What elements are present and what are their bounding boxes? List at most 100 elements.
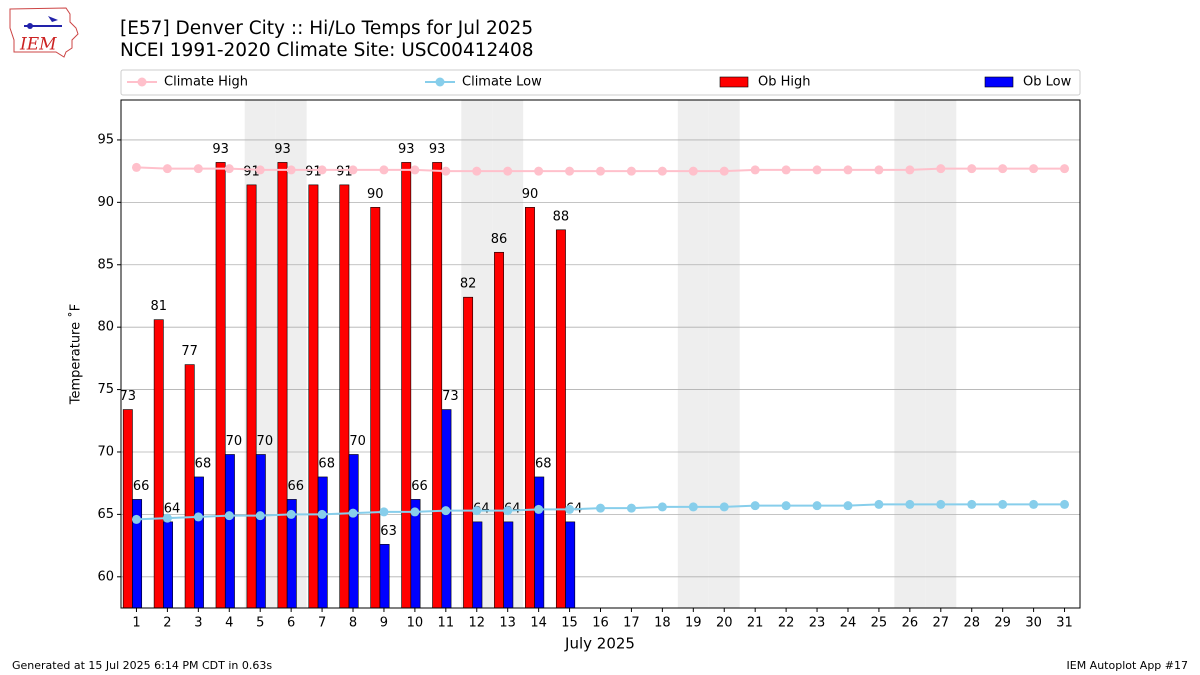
bar bbox=[348, 454, 359, 609]
bar-value-label: 82 bbox=[460, 277, 477, 292]
x-tick-label: 8 bbox=[349, 616, 357, 631]
line-point bbox=[410, 165, 420, 175]
x-tick-label: 19 bbox=[685, 616, 702, 631]
y-tick-label: 70 bbox=[97, 444, 114, 459]
y-tick-label: 85 bbox=[97, 257, 114, 272]
line-point bbox=[565, 504, 575, 514]
line-point bbox=[317, 165, 327, 175]
x-tick-label: 23 bbox=[809, 616, 826, 631]
bar bbox=[555, 229, 566, 609]
line-point bbox=[657, 502, 667, 512]
line-point bbox=[967, 499, 977, 509]
bar-value-label: 88 bbox=[553, 209, 570, 224]
x-tick-label: 21 bbox=[747, 616, 764, 631]
x-tick-label: 16 bbox=[592, 616, 609, 631]
bar-value-label: 91 bbox=[243, 164, 260, 179]
bar bbox=[463, 296, 474, 609]
line-point bbox=[719, 502, 729, 512]
line-point bbox=[719, 166, 729, 176]
x-tick-label: 17 bbox=[623, 616, 640, 631]
bar bbox=[339, 184, 350, 609]
bar bbox=[224, 454, 235, 609]
bar bbox=[194, 476, 204, 609]
bar bbox=[153, 319, 164, 609]
chart-subtitle: NCEI 1991-2020 Climate Site: USC00412408 bbox=[120, 40, 534, 61]
bar bbox=[525, 207, 535, 609]
line-point bbox=[998, 499, 1008, 509]
x-tick-label: 1 bbox=[132, 616, 140, 631]
line-point bbox=[905, 165, 915, 175]
x-tick-label: 9 bbox=[380, 616, 388, 631]
bar-value-label: 90 bbox=[522, 187, 539, 202]
x-tick-label: 5 bbox=[256, 616, 264, 631]
bar bbox=[503, 521, 514, 609]
bar bbox=[432, 162, 443, 609]
weekend-band bbox=[708, 100, 740, 608]
x-tick-label: 20 bbox=[716, 616, 733, 631]
line-point bbox=[812, 501, 822, 511]
weekend-band bbox=[677, 100, 709, 608]
bar-value-label: 66 bbox=[133, 479, 150, 494]
line-point bbox=[565, 166, 575, 176]
bar bbox=[494, 251, 504, 609]
line-point bbox=[874, 165, 884, 175]
x-tick-label: 15 bbox=[561, 616, 578, 631]
x-tick-label: 14 bbox=[530, 616, 547, 631]
legend-swatch bbox=[719, 76, 749, 88]
line-point bbox=[348, 165, 358, 175]
x-tick-label: 6 bbox=[287, 616, 295, 631]
bar bbox=[215, 162, 226, 609]
line-point bbox=[317, 509, 327, 519]
x-tick-label: 3 bbox=[194, 616, 202, 631]
x-tick-label: 2 bbox=[163, 616, 171, 631]
x-tick-label: 24 bbox=[840, 616, 857, 631]
bar-value-label: 73 bbox=[442, 389, 459, 404]
x-tick-label: 22 bbox=[778, 616, 795, 631]
bar bbox=[277, 162, 288, 609]
bar bbox=[370, 207, 381, 609]
bar bbox=[308, 184, 319, 609]
line-point bbox=[843, 165, 853, 175]
bar-value-label: 81 bbox=[150, 299, 167, 314]
y-tick-label: 90 bbox=[97, 195, 114, 210]
bar bbox=[246, 184, 257, 609]
bar-value-label: 93 bbox=[212, 142, 229, 157]
x-tick-label: 31 bbox=[1056, 616, 1073, 631]
line-point bbox=[781, 501, 791, 511]
line-point bbox=[905, 499, 915, 509]
line-point bbox=[255, 165, 265, 175]
line-point bbox=[286, 509, 296, 519]
x-tick-label: 27 bbox=[933, 616, 950, 631]
line-point bbox=[224, 164, 234, 174]
line-point bbox=[441, 506, 451, 516]
line-point bbox=[503, 166, 513, 176]
line-point bbox=[379, 507, 389, 517]
line-point bbox=[998, 164, 1008, 174]
y-tick-label: 60 bbox=[97, 569, 114, 584]
bar-value-label: 86 bbox=[491, 232, 508, 247]
line-point bbox=[131, 514, 141, 524]
line-point bbox=[688, 502, 698, 512]
line-point bbox=[936, 164, 946, 174]
bar bbox=[379, 544, 390, 609]
line-point bbox=[379, 165, 389, 175]
bar bbox=[317, 476, 328, 609]
bar-value-label: 63 bbox=[380, 524, 397, 539]
x-tick-label: 28 bbox=[963, 616, 980, 631]
line-point bbox=[596, 166, 605, 176]
legend-frame bbox=[120, 69, 1081, 96]
bar-value-label: 77 bbox=[181, 344, 198, 359]
bar bbox=[163, 521, 173, 609]
bar-value-label: 66 bbox=[287, 479, 304, 494]
x-tick-label: 12 bbox=[468, 616, 485, 631]
bar-value-label: 64 bbox=[164, 501, 181, 516]
x-tick-label: 7 bbox=[318, 616, 326, 631]
x-tick-label: 4 bbox=[225, 616, 233, 631]
line-point bbox=[1029, 164, 1039, 174]
x-tick-label: 29 bbox=[994, 616, 1011, 631]
weekend-band bbox=[894, 100, 926, 608]
x-tick-label: 25 bbox=[871, 616, 888, 631]
line-point bbox=[936, 499, 946, 509]
line-point bbox=[193, 164, 203, 174]
line-point bbox=[596, 503, 605, 513]
